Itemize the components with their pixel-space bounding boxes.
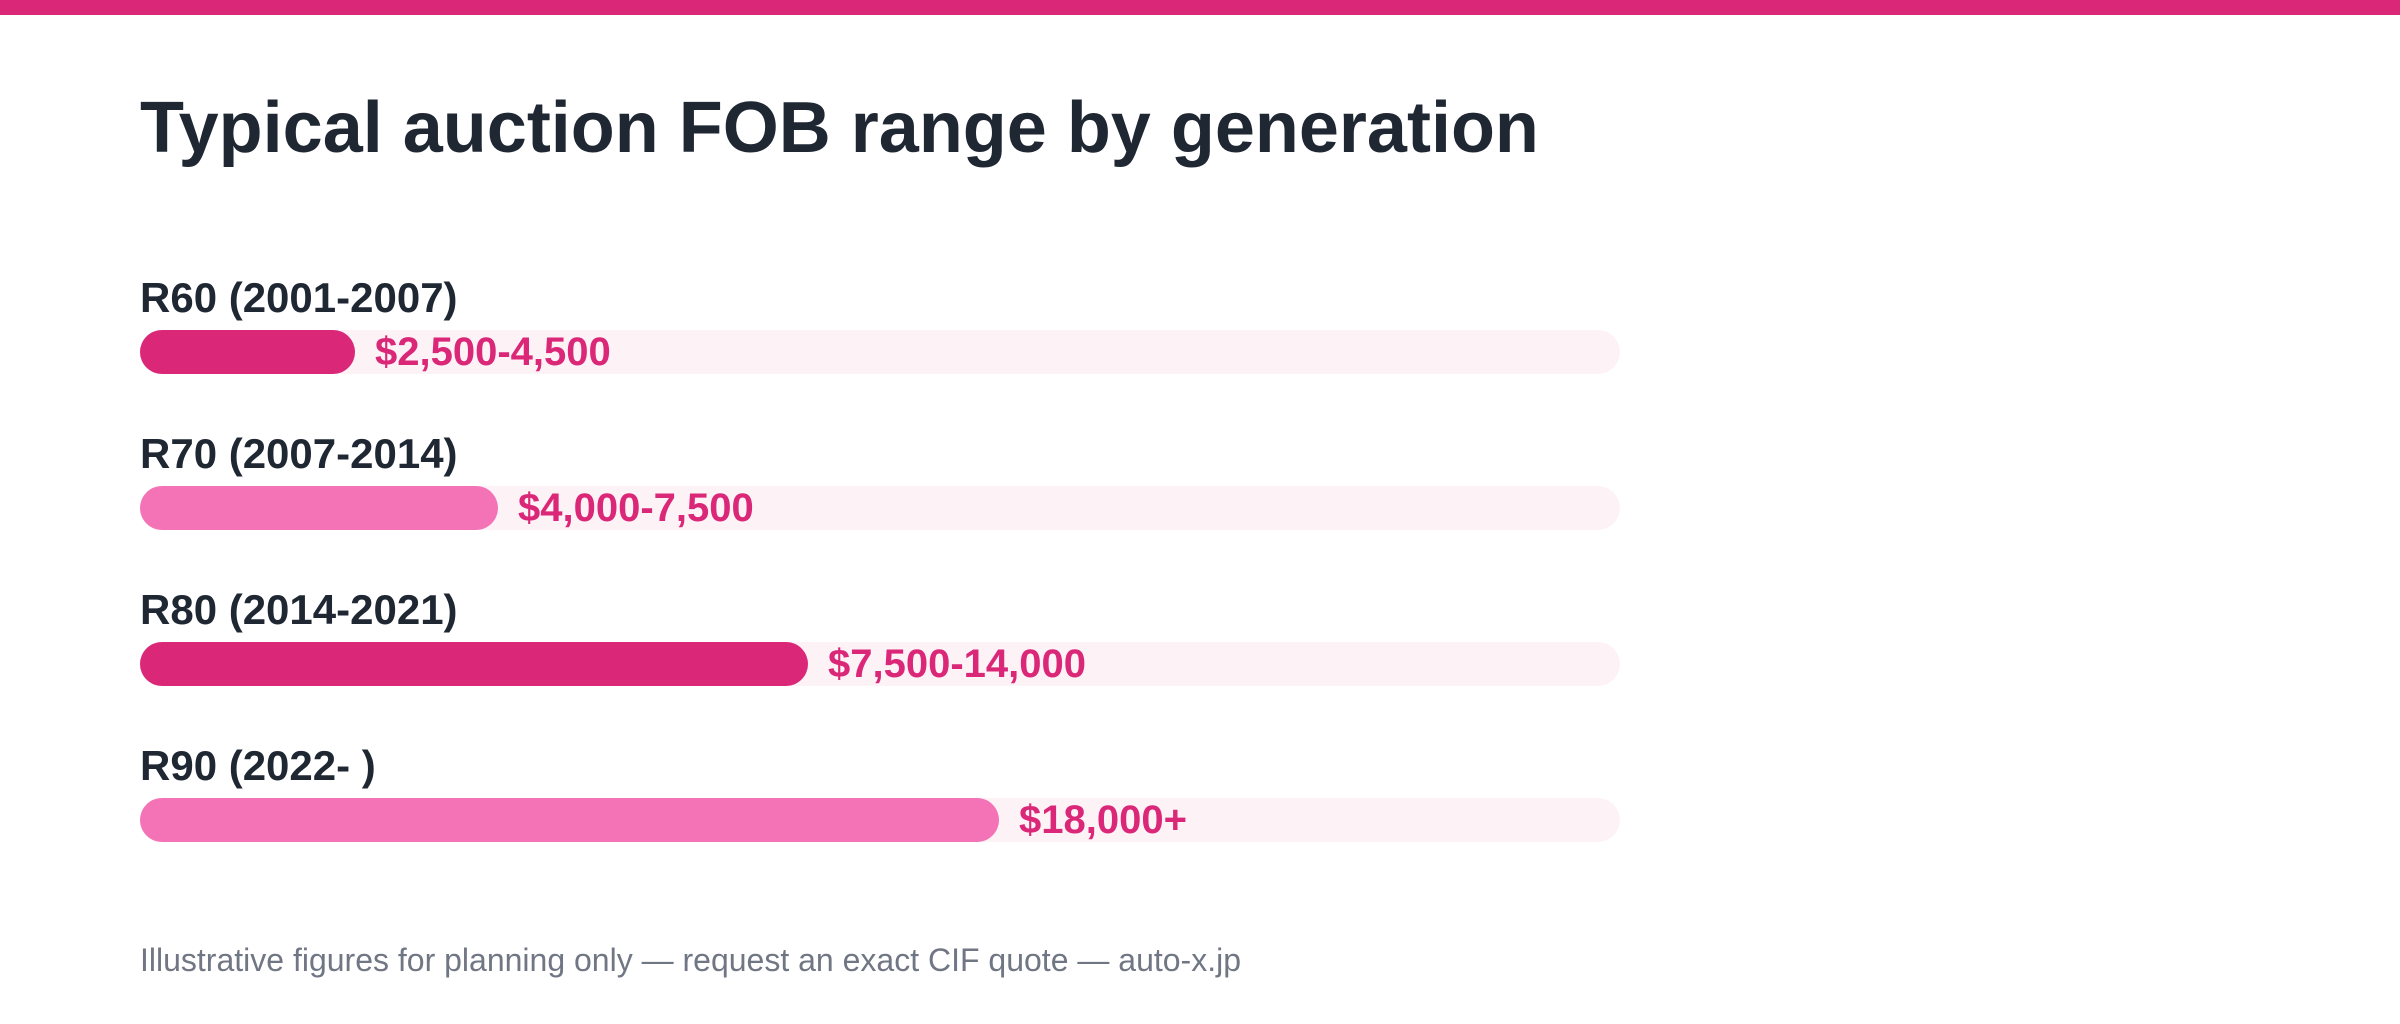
category-label: R80 (2014-2021) [140, 586, 458, 633]
bar [140, 330, 355, 374]
value-label: $18,000+ [1019, 798, 1187, 842]
value-label: $4,000-7,500 [518, 486, 754, 530]
bar [140, 798, 999, 842]
category-label: R90 (2022- ) [140, 742, 376, 789]
chart-title: Typical auction FOB range by generation [140, 88, 1539, 168]
bar [140, 486, 498, 530]
bar-track [140, 330, 1620, 374]
value-label: $7,500-14,000 [828, 642, 1087, 686]
bar [140, 642, 808, 686]
top-accent-bar [0, 0, 2400, 15]
value-label: $2,500-4,500 [375, 330, 611, 374]
footnote: Illustrative figures for planning only —… [140, 942, 1241, 978]
category-label: R70 (2007-2014) [140, 430, 458, 477]
category-label: R60 (2001-2007) [140, 274, 458, 321]
